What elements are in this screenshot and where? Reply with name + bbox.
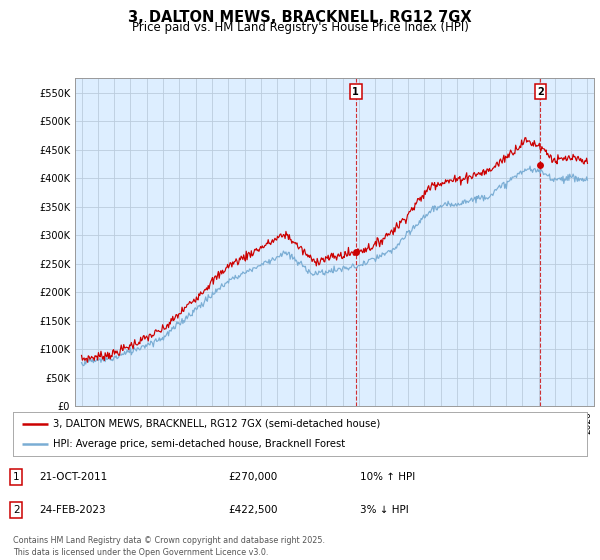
Text: 10% ↑ HPI: 10% ↑ HPI xyxy=(360,472,415,482)
Text: HPI: Average price, semi-detached house, Bracknell Forest: HPI: Average price, semi-detached house,… xyxy=(53,439,346,449)
Text: Price paid vs. HM Land Registry's House Price Index (HPI): Price paid vs. HM Land Registry's House … xyxy=(131,21,469,34)
Text: £270,000: £270,000 xyxy=(228,472,277,482)
Text: 24-FEB-2023: 24-FEB-2023 xyxy=(39,505,106,515)
Text: £422,500: £422,500 xyxy=(228,505,277,515)
Text: 1: 1 xyxy=(13,472,20,482)
Text: 1: 1 xyxy=(352,87,359,96)
Text: 2: 2 xyxy=(537,87,544,96)
Text: 3, DALTON MEWS, BRACKNELL, RG12 7GX: 3, DALTON MEWS, BRACKNELL, RG12 7GX xyxy=(128,10,472,25)
Text: 3, DALTON MEWS, BRACKNELL, RG12 7GX (semi-detached house): 3, DALTON MEWS, BRACKNELL, RG12 7GX (sem… xyxy=(53,419,380,429)
Text: Contains HM Land Registry data © Crown copyright and database right 2025.
This d: Contains HM Land Registry data © Crown c… xyxy=(13,536,325,557)
Text: 3% ↓ HPI: 3% ↓ HPI xyxy=(360,505,409,515)
Text: 2: 2 xyxy=(13,505,20,515)
Text: 21-OCT-2011: 21-OCT-2011 xyxy=(39,472,107,482)
